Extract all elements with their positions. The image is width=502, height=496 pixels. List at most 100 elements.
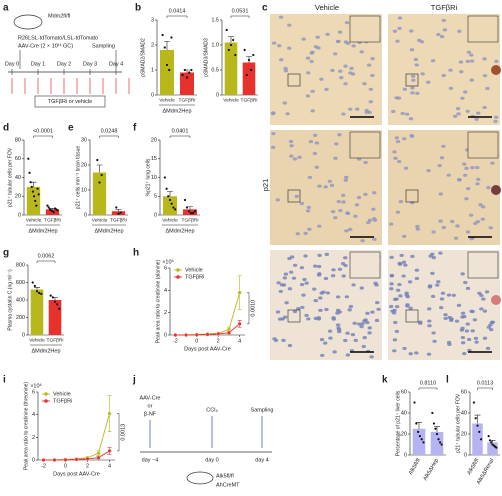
day-label: Day 2 (57, 61, 71, 67)
nucleus (409, 133, 414, 138)
nucleus (295, 232, 301, 236)
data-point (46, 204, 49, 207)
nucleus (469, 53, 474, 57)
nucleus (345, 353, 351, 357)
nucleus (494, 115, 499, 119)
nucleus (344, 295, 350, 299)
data-point (52, 458, 57, 462)
nucleus (460, 96, 465, 100)
x-tick-label: TGFβRi (179, 97, 196, 103)
bar (224, 42, 238, 95)
nucleus (402, 87, 408, 91)
nucleus (337, 133, 342, 137)
panel-letter: i (3, 375, 6, 386)
p-value: 0.0062 (38, 253, 55, 259)
data-point (49, 294, 52, 297)
p-value: 0.0401 (172, 128, 189, 134)
nucleus (391, 311, 397, 315)
nucleus (340, 262, 346, 266)
nucleus (403, 263, 408, 267)
nucleus (427, 307, 432, 311)
significance-bracket (169, 135, 191, 138)
error-bar (96, 164, 103, 173)
bar (487, 442, 498, 455)
nucleus (404, 293, 409, 297)
nucleus (351, 283, 356, 287)
nucleus (344, 229, 349, 233)
significance-bracket (477, 387, 493, 390)
nucleus (324, 87, 329, 91)
day-label: day −4 (142, 457, 159, 463)
x-tick-label: 0 (195, 338, 198, 344)
nucleus (367, 331, 372, 335)
x-tick-label: 0 (64, 463, 67, 469)
nucleus (325, 32, 330, 36)
nucleus (376, 307, 381, 311)
nucleus (348, 227, 353, 232)
nucleus (289, 144, 294, 148)
nucleus (455, 224, 460, 228)
nucleus (476, 111, 481, 115)
nucleus (302, 277, 307, 282)
nucleus (395, 210, 401, 214)
nucleus (464, 197, 469, 201)
x-tick-label: -2 (41, 463, 46, 469)
data-point (52, 211, 55, 214)
reporter: R26LSL-tdTomato/LSL-tdTomato (18, 35, 98, 41)
nucleus (336, 200, 341, 204)
y-tick-label: 0 (216, 92, 219, 98)
data-point (163, 176, 166, 179)
nucleus (436, 32, 441, 37)
nucleus (465, 322, 470, 326)
bar (472, 423, 483, 455)
nucleus (301, 293, 306, 297)
nucleus (370, 310, 375, 314)
nucleus (438, 219, 443, 223)
inset (467, 251, 499, 279)
nucleus (353, 214, 358, 218)
day-label: Day 3 (83, 61, 97, 67)
data-point (35, 204, 38, 207)
data-point (119, 211, 122, 214)
data-point (96, 451, 101, 456)
nucleus (349, 66, 354, 70)
nucleus (481, 297, 486, 301)
nucleus (290, 255, 295, 259)
data-point (56, 303, 59, 306)
nucleus (354, 203, 360, 207)
nucleus (414, 276, 420, 281)
nucleus (319, 353, 325, 358)
zoom-box (287, 189, 301, 203)
y-tick-label: 60 (461, 389, 467, 395)
nucleus (408, 306, 413, 310)
data-point (232, 38, 235, 42)
x-axis-label: Days post AAV-Cre (184, 346, 231, 352)
nucleus (419, 40, 425, 44)
y-tick-label: 0 (18, 212, 21, 218)
nucleus (467, 348, 472, 352)
data-point (173, 333, 178, 337)
nucleus (282, 101, 287, 105)
data-point (437, 438, 440, 441)
data-point (174, 208, 177, 211)
nucleus (401, 260, 407, 264)
nucleus (344, 21, 350, 25)
data-point (40, 292, 43, 295)
data-point (194, 332, 199, 337)
step-label: Sampling (251, 407, 274, 413)
nucleus (443, 316, 448, 321)
nucleus (475, 166, 480, 170)
nucleus (486, 185, 491, 190)
nucleus (356, 322, 362, 326)
nucleus (359, 50, 364, 54)
nucleus (415, 224, 420, 229)
nucleus (289, 154, 294, 158)
nucleus (460, 335, 466, 340)
nucleus (415, 91, 420, 96)
nucleus (281, 338, 286, 342)
nucleus (285, 112, 290, 116)
p-value: <0.0001 (33, 128, 53, 134)
nucleus (402, 346, 407, 351)
nucleus (296, 306, 301, 311)
nucleus (465, 59, 471, 63)
